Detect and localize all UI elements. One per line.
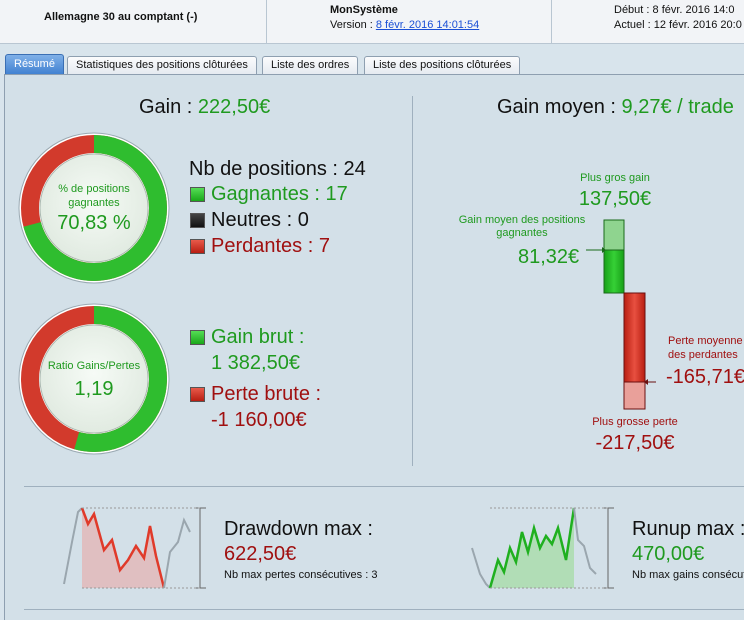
drawdown-sparkline — [63, 507, 206, 589]
gross-loss-label: Perte brute : — [211, 383, 322, 405]
donut1-caption: % de positions gagnantes — [58, 183, 130, 209]
start-date: Début : 8 févr. 2016 14:0 — [614, 4, 735, 16]
gross-gain-swatch — [190, 330, 205, 345]
avg-gain-label: Gain moyen des positions gagnantes — [458, 214, 586, 239]
donut-gain-arc — [21, 306, 167, 452]
max-loss-value: -217,50€ — [595, 432, 675, 454]
average-gain-value: 9,27€ / trade — [621, 96, 734, 118]
runup-value: 470,00€ — [632, 543, 705, 565]
drawdown-value: 622,50€ — [224, 543, 297, 565]
max-loss-label: Plus grosse perte — [592, 416, 678, 428]
header-divider — [551, 0, 552, 44]
gain-title: Gain : 222,50€ — [139, 96, 270, 119]
donut-winning-arc — [21, 135, 167, 281]
gross-loss-value: -1 160,00€ — [211, 409, 307, 431]
average-gain-label: Gain moyen : — [497, 96, 622, 118]
max-loss-bar — [623, 381, 646, 410]
avg-gain-bar — [603, 249, 625, 294]
version-line: Version : 8 févr. 2016 14:01:54 — [330, 19, 479, 31]
positions-winning: Gagnantes : 17 — [211, 183, 348, 205]
drawdown-sub: Nb max pertes consécutives : 3 — [224, 569, 378, 581]
max-gain-label: Plus gros gain — [580, 172, 650, 184]
runup-sub: Nb max gains consécutifs — [632, 569, 744, 581]
gain-loss-ratio-donut — [18, 303, 170, 455]
tab-closed-stats[interactable]: Statistiques des positions clôturées — [67, 56, 257, 75]
average-gain-title: Gain moyen : 9,27€ / trade — [497, 96, 734, 119]
avg-loss-label: Perte moyenne des perdantes — [668, 335, 743, 361]
max-gain-value: 137,50€ — [578, 188, 652, 210]
bottom-divider — [24, 609, 744, 610]
losing-swatch — [190, 239, 205, 254]
gain-loss-bars — [586, 219, 656, 410]
gain-label: Gain : — [139, 96, 198, 118]
gain-value: 222,50€ — [197, 96, 271, 118]
report-header: Allemagne 30 au comptant (-) MonSystème … — [0, 0, 744, 44]
gross-loss-swatch — [190, 387, 205, 402]
avg-loss-value: -165,71€ — [666, 366, 744, 388]
winning-ratio-donut — [18, 132, 170, 284]
max-gain-bar — [603, 219, 625, 251]
avg-loss-bar — [623, 292, 646, 383]
horizontal-divider — [24, 486, 744, 487]
drawdown-title: Drawdown max : — [224, 518, 373, 540]
avg-gain-value: 81,32€ — [518, 246, 580, 268]
neutral-swatch — [190, 213, 205, 228]
header-divider — [266, 0, 267, 44]
vertical-divider — [412, 96, 413, 466]
runup-title: Runup max : — [632, 518, 744, 540]
gross-gain-label: Gain brut : — [211, 326, 305, 348]
version-label: Version : — [330, 19, 376, 31]
positions-total: Nb de positions : 24 — [189, 158, 366, 180]
current-date: Actuel : 12 févr. 2016 20:0 — [614, 19, 742, 31]
tab-orders[interactable]: Liste des ordres — [262, 56, 359, 75]
donut2-value: 1,19 — [74, 378, 114, 400]
positions-losing: Perdantes : 7 — [211, 235, 330, 257]
gross-gain-value: 1 382,50€ — [211, 352, 300, 374]
instrument-name: Allemagne 30 au comptant (-) — [44, 11, 198, 23]
system-name: MonSystème — [330, 4, 398, 16]
version-link[interactable]: 8 févr. 2016 14:01:54 — [375, 19, 480, 31]
donut2-caption: Ratio Gains/Pertes — [47, 360, 141, 372]
winning-swatch — [190, 187, 205, 202]
tab-resume[interactable]: Résumé — [5, 54, 64, 75]
positions-neutral: Neutres : 0 — [211, 209, 309, 231]
runup-sparkline — [471, 507, 614, 589]
tab-closed-list[interactable]: Liste des positions clôturées — [364, 56, 521, 75]
donut1-value: 70,83 % — [57, 212, 131, 234]
